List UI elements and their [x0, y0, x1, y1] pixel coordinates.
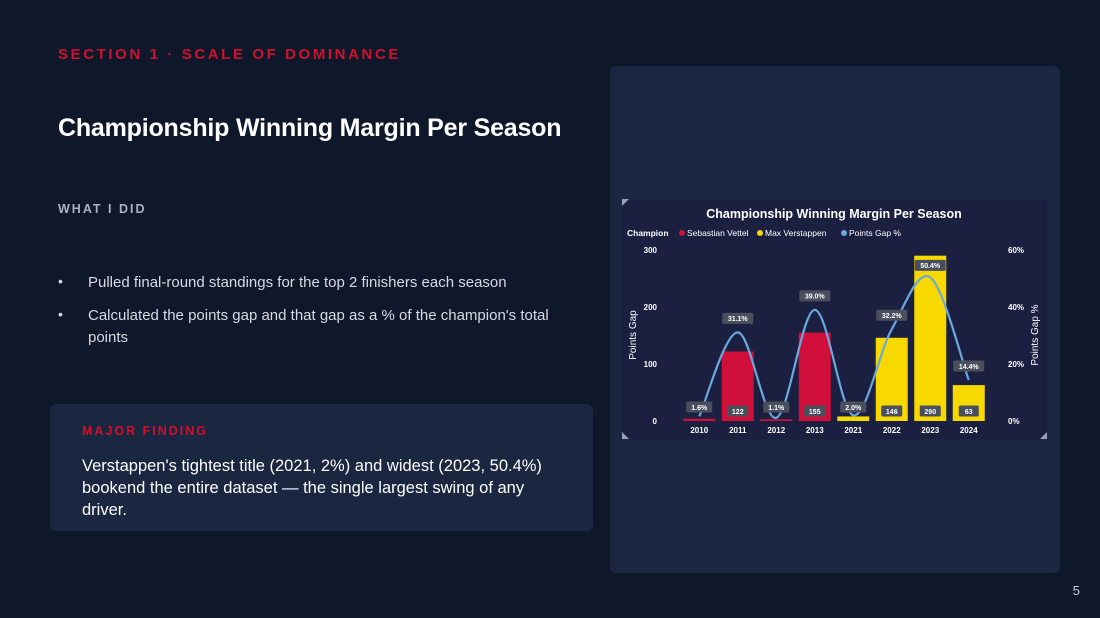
gap-pct-label: 50.4%	[920, 263, 941, 270]
chart-data-labels: 1.6% 31.1% 1.1% 39.0% 2.0% 32.2% 50.4% 14.4% 122…	[686, 259, 985, 417]
gap-pct-label-bg	[840, 401, 867, 413]
gap-pct-label: 1.6%	[691, 405, 708, 412]
section-label: SECTION 1 · SCALE OF DOMINANCE	[58, 46, 402, 63]
bar-value-label: 122	[732, 409, 744, 416]
y2-tick-label: 60%	[1008, 246, 1024, 255]
y2-tick-label: 40%	[1008, 303, 1024, 312]
legend-entry: Points Gap %	[849, 228, 901, 238]
legend-title: Champion	[627, 228, 669, 238]
gap-pct-label-bg	[722, 312, 754, 324]
chart-container: Championship Winning Margin Per Season C…	[622, 199, 1047, 439]
chart-title: Championship Winning Margin Per Season	[706, 207, 961, 221]
bullet-item: Pulled final-round standings for the top…	[58, 270, 578, 294]
gap-pct-label-bg	[953, 360, 985, 372]
points-gap-line	[698, 275, 970, 419]
what-i-did-label: WHAT I DID	[58, 202, 147, 216]
bar-value-label-bg	[804, 405, 826, 417]
gap-pct-label: 32.2%	[882, 313, 903, 320]
chart-line	[698, 275, 970, 419]
bar	[760, 419, 793, 421]
legend-marker	[757, 230, 763, 236]
y-axis-label: Points Gap	[628, 310, 639, 360]
y-tick-label: 200	[644, 303, 658, 312]
gap-pct-label-bg	[914, 259, 946, 271]
chart-bars	[683, 255, 985, 421]
x-tick-label: 2013	[806, 426, 824, 435]
bar-value-label-bg	[727, 405, 749, 417]
legend-entry: Max Verstappen	[765, 228, 827, 238]
gap-pct-label: 39.0%	[805, 294, 826, 301]
y2-tick-label: 0%	[1008, 417, 1020, 426]
bar-value-label: 290	[924, 409, 936, 416]
chart-legend: Champion Sebastian Vettel Max Verstappen Po…	[627, 228, 901, 238]
bar	[683, 418, 716, 421]
y2-tick-label: 20%	[1008, 360, 1024, 369]
y-tick-label: 300	[644, 246, 658, 255]
x-tick-label: 2022	[883, 426, 901, 435]
gap-pct-label: 14.4%	[959, 364, 980, 371]
gap-pct-label-bg	[763, 401, 790, 413]
page-number: 5	[1072, 583, 1080, 598]
y2-axis-label: Points Gap %	[1030, 304, 1041, 365]
bar-value-label: 155	[809, 409, 821, 416]
gap-pct-label: 31.1%	[728, 316, 749, 323]
x-tick-label: 2021	[844, 426, 862, 435]
major-finding-card: MAJOR FINDING Verstappen's tightest titl…	[50, 404, 593, 531]
bar-value-label-bg	[958, 405, 979, 417]
x-tick-label: 2010	[690, 426, 708, 435]
bar-value-label: 146	[886, 409, 898, 416]
page-title: Championship Winning Margin Per Season	[58, 114, 562, 142]
bar-value-label-bg	[881, 405, 903, 417]
x-tick-label: 2023	[921, 426, 939, 435]
x-tick-label: 2024	[960, 426, 978, 435]
major-finding-text: Verstappen's tightest title (2021, 2%) a…	[82, 457, 542, 519]
y-tick-label: 0	[653, 417, 658, 426]
bar	[837, 416, 870, 421]
chart-svg: Championship Winning Margin Per Season C…	[627, 207, 1041, 435]
x-tick-label: 2011	[729, 426, 747, 435]
x-tick-label: 2012	[767, 426, 785, 435]
bullet-item: Calculated the points gap and that gap a…	[58, 303, 578, 349]
gap-pct-label: 2.0%	[845, 405, 862, 412]
y-tick-label: 100	[644, 360, 658, 369]
legend-marker	[679, 230, 685, 236]
chart-corner-marker	[622, 432, 629, 439]
legend-marker	[841, 230, 847, 236]
gap-pct-label-bg	[799, 290, 831, 302]
bar-value-label: 63	[965, 409, 973, 416]
bar	[914, 255, 947, 421]
bar-value-label-bg	[919, 405, 941, 417]
gap-pct-label-bg	[686, 401, 713, 413]
chart-corner-marker	[622, 199, 629, 206]
gap-pct-label: 1.1%	[768, 405, 785, 412]
major-finding-label: MAJOR FINDING	[82, 424, 208, 438]
gap-pct-label-bg	[876, 309, 908, 321]
bullet-list: Pulled final-round standings for the top…	[58, 270, 578, 360]
chart-corner-marker	[1040, 432, 1047, 439]
chart-axes: 0 100 200 300 0% 20% 40% 60% 2010 2011 2012 2013 202…	[644, 246, 1024, 435]
legend-entry: Sebastian Vettel	[687, 228, 749, 238]
